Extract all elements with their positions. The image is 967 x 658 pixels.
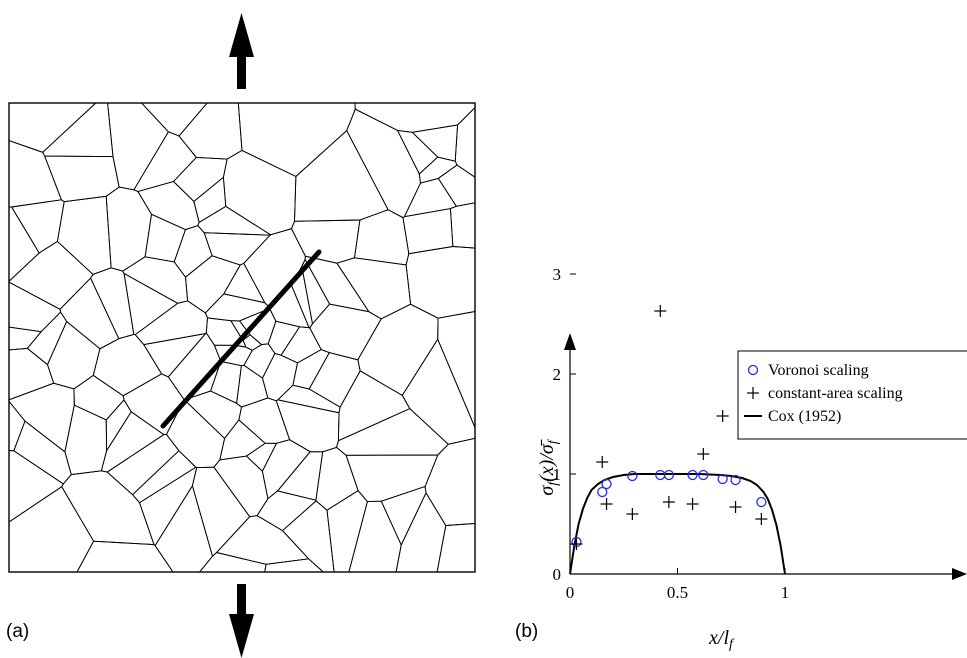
x-axis-arrow-icon (952, 568, 967, 580)
panel-label-b: (b) (515, 621, 538, 642)
axis-ticks: 0 0.5 1 0 1 2 3 (553, 265, 790, 602)
x-axis-label: x/lf (708, 627, 735, 652)
voronoi-point (756, 496, 767, 508)
voronoi-cell (237, 102, 356, 178)
y-axis-label: σf(x)/σ̄f (536, 438, 561, 495)
voronoi-point (698, 469, 709, 481)
voronoi-cell (138, 466, 198, 547)
voronoi-cell (8, 400, 26, 452)
voronoi-cell (193, 176, 227, 224)
constant-area-point (654, 305, 667, 317)
data-marks (570, 305, 768, 550)
y-tick-label: 3 (553, 265, 562, 284)
y-axis (564, 333, 576, 574)
constant-area-point (596, 456, 609, 468)
legend-label-voronoi: Voronoi scaling (768, 362, 869, 379)
voronoi-point (601, 478, 612, 490)
x-tick-label: 1 (781, 583, 790, 602)
tension-arrow-down-icon (229, 584, 254, 658)
legend-item-voronoi: Voronoi scaling (747, 362, 869, 379)
voronoi-cell (8, 206, 40, 283)
voronoi-cell (276, 384, 341, 414)
constant-area-point (570, 538, 583, 550)
tension-arrow-up-icon (229, 13, 254, 89)
voronoi-cell (215, 515, 310, 565)
constant-area-point (626, 508, 639, 520)
legend-item-constant-area: constant-area scaling (747, 385, 903, 402)
voronoi-point (717, 473, 728, 485)
voronoi-cells (8, 102, 476, 573)
voronoi-point (627, 470, 638, 482)
voronoi-cell (8, 382, 75, 453)
legend-circle-icon (747, 364, 759, 376)
voronoi-cell (44, 155, 120, 203)
embedded-fiber (160, 249, 322, 429)
constant-area-point (755, 513, 768, 525)
voronoi-cell (26, 311, 68, 366)
voronoi-mesh-panel (8, 13, 476, 658)
voronoi-cell (122, 256, 189, 304)
x-tick-label: 0 (566, 583, 575, 602)
voronoi-cell (223, 262, 266, 304)
voronoi-cell (140, 102, 209, 137)
voronoi-point (687, 469, 698, 481)
legend-label-cox: Cox (1952) (768, 408, 841, 425)
y-tick-label: 0 (553, 565, 562, 584)
y-tick-label: 1 (553, 465, 562, 484)
voronoi-cell (105, 399, 132, 453)
x-tick-label: 0.5 (667, 583, 688, 602)
y-axis-arrow-icon (564, 333, 576, 350)
stress-chart: 0 0.5 1 0 1 2 3 x/lf σf(x)/σ̄f Voronoi scaling… (536, 265, 967, 652)
voronoi-cell (238, 397, 291, 444)
voronoi-cell (395, 491, 447, 573)
series-line-cox (569, 473, 786, 575)
voronoi-point (730, 474, 741, 486)
legend-label-constant-area: constant-area scaling (768, 385, 903, 402)
legend-item-cox: Cox (1952) (744, 408, 841, 425)
y-tick-label: 2 (553, 365, 562, 384)
legend-plus-icon (747, 387, 759, 399)
voronoi-cell (76, 540, 174, 573)
x-axis (570, 568, 967, 580)
voronoi-cell (280, 326, 322, 364)
constant-area-point (686, 498, 699, 510)
voronoi-point (663, 469, 675, 481)
voronoi-cell (8, 486, 95, 573)
voronoi-cell (437, 310, 476, 428)
constant-area-point (716, 410, 729, 422)
voronoi-point (597, 486, 608, 498)
voronoi-cell (403, 177, 457, 218)
constant-area-point (600, 498, 613, 510)
legend: Voronoi scaling constant-area scaling Co… (737, 350, 967, 440)
voronoi-cell (276, 451, 324, 501)
panel-label-a: (a) (6, 621, 29, 642)
constant-area-point (729, 501, 742, 513)
constant-area-point (697, 448, 710, 460)
voronoi-cell (90, 267, 135, 340)
constant-area-point (662, 496, 675, 508)
legend-box (737, 350, 967, 440)
